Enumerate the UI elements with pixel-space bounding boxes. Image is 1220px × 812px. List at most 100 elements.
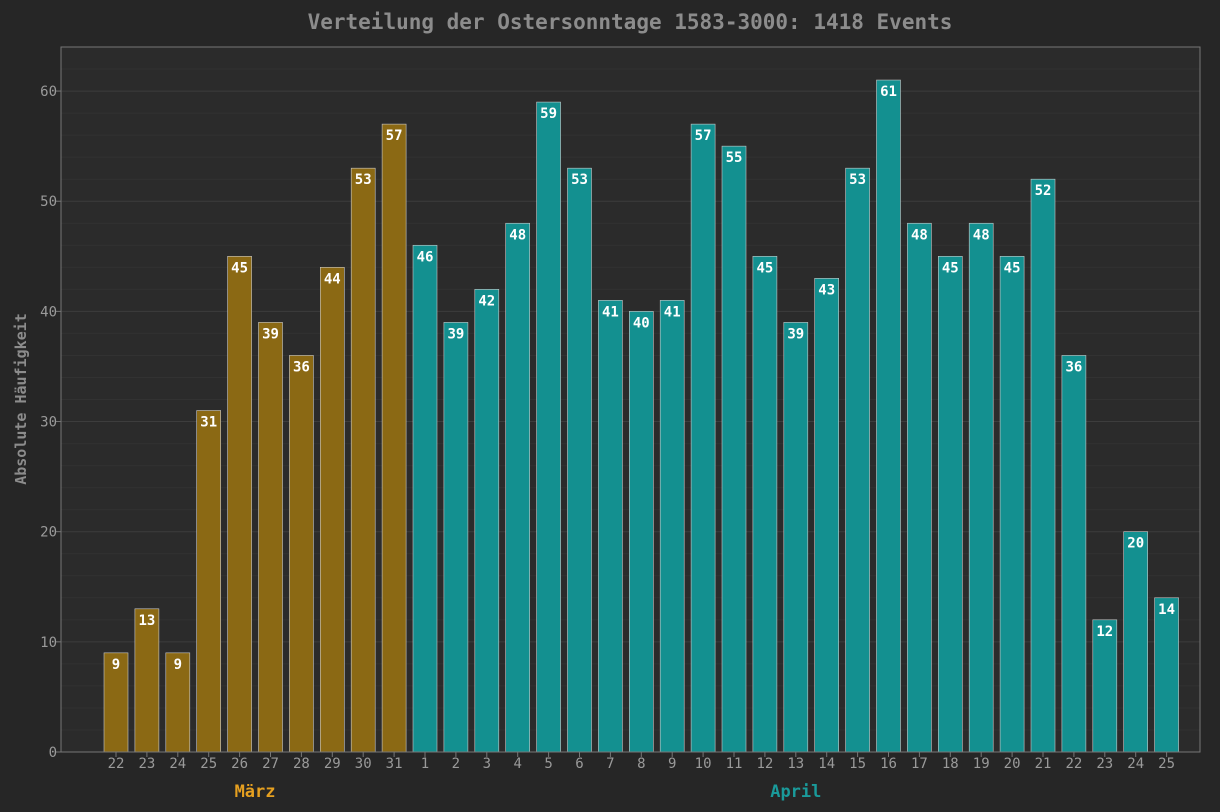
month-label: April (770, 782, 821, 802)
bar-value-label: 9 (174, 657, 182, 673)
x-tick-label: 23 (1096, 756, 1113, 772)
bar-value-label: 42 (478, 293, 495, 309)
bar-value-label: 53 (571, 172, 588, 188)
bar-value-label: 45 (942, 260, 959, 276)
bar (505, 222, 531, 753)
bar (289, 355, 314, 753)
bar-value-label: 48 (973, 227, 990, 243)
x-tick-label: 24 (169, 756, 186, 772)
bar-value-label: 52 (1035, 183, 1052, 199)
bar-value-label: 53 (355, 172, 372, 188)
bar (443, 322, 469, 753)
bar-value-label: 39 (787, 326, 804, 342)
x-tick-label: 26 (231, 756, 248, 772)
bar-value-label: 14 (1158, 602, 1175, 618)
bar-value-label: 45 (231, 260, 248, 276)
bar-value-label: 12 (1096, 624, 1113, 640)
bar-value-label: 46 (417, 249, 434, 265)
bar (628, 311, 654, 753)
bar (783, 322, 809, 753)
x-tick-label: 13 (787, 756, 804, 772)
bar-value-label: 43 (818, 282, 835, 298)
bar-value-label: 41 (664, 304, 681, 320)
bar-value-label: 44 (324, 271, 341, 287)
bar-value-label: 45 (1004, 260, 1021, 276)
x-tick-label: 7 (606, 756, 614, 772)
x-tick-label: 25 (1158, 756, 1175, 772)
bar-value-label: 57 (386, 128, 403, 144)
bar-value-label: 9 (112, 657, 120, 673)
bar (876, 79, 901, 753)
month-label: März (235, 782, 276, 802)
y-tick-label: 30 (40, 415, 57, 431)
x-tick-label: 23 (138, 756, 155, 772)
x-tick-label: 17 (911, 756, 928, 772)
bar (474, 289, 500, 753)
x-tick-label: 11 (726, 756, 743, 772)
bar (350, 167, 376, 753)
bar (968, 222, 994, 753)
bar-value-label: 45 (756, 260, 773, 276)
y-tick-label: 20 (40, 525, 57, 541)
y-tick-label: 10 (40, 635, 57, 651)
x-tick-label: 4 (513, 756, 521, 772)
x-tick-label: 15 (849, 756, 866, 772)
x-tick-label: 31 (386, 756, 403, 772)
bar (1061, 355, 1087, 753)
x-tick-label: 27 (262, 756, 279, 772)
x-tick-label: 6 (575, 756, 583, 772)
bar-value-label: 39 (262, 326, 279, 342)
plot-frame (60, 46, 1201, 753)
x-tick-label: 5 (544, 756, 552, 772)
bar (196, 410, 221, 753)
bar (134, 608, 160, 753)
bar (103, 652, 129, 753)
bar (659, 300, 685, 753)
x-tick-label: 12 (756, 756, 773, 772)
x-tick-label: 19 (973, 756, 990, 772)
bar-value-label: 48 (509, 227, 526, 243)
x-tick-label: 20 (1004, 756, 1021, 772)
bar (1154, 597, 1179, 753)
bar (1123, 531, 1148, 753)
x-tick-label: 25 (200, 756, 217, 772)
bars: 9 13 9 31 45 39 36 44 53 57 46 39 42 48 59 53 41 40 41 57 55… (103, 79, 1179, 753)
bar (258, 322, 283, 753)
bar (845, 167, 870, 753)
bar-value-label: 59 (540, 106, 557, 122)
bar (227, 255, 252, 753)
bar (567, 167, 592, 753)
chart-title: Verteilung der Ostersonntage 1583-3000: … (308, 10, 953, 34)
x-tick-label: 24 (1127, 756, 1144, 772)
bar (1030, 178, 1056, 753)
bar (381, 123, 407, 753)
bar (937, 255, 963, 753)
bar-value-label: 39 (447, 326, 464, 342)
bar-value-label: 36 (293, 359, 310, 375)
x-tick-label: 21 (1035, 756, 1052, 772)
bar (999, 255, 1025, 753)
x-tick-label: 3 (483, 756, 491, 772)
bar-value-label: 31 (200, 415, 217, 431)
bar-value-label: 61 (880, 84, 897, 100)
bar (412, 244, 438, 753)
x-tick-label: 28 (293, 756, 310, 772)
bar (165, 652, 191, 753)
bar-value-label: 57 (695, 128, 712, 144)
bar (1092, 619, 1118, 753)
bar-value-label: 13 (138, 613, 155, 629)
x-tick-label: 1 (421, 756, 429, 772)
x-tick-label: 22 (1065, 756, 1082, 772)
x-tick-label: 16 (880, 756, 897, 772)
x-tick-label: 2 (452, 756, 460, 772)
bar (536, 101, 561, 753)
y-tick-label: 60 (40, 84, 57, 100)
bar (690, 123, 716, 753)
bar (721, 145, 747, 753)
x-tick-label: 10 (695, 756, 712, 772)
bar-value-label: 55 (726, 150, 743, 166)
bar-value-label: 48 (911, 227, 928, 243)
bar (319, 267, 345, 753)
